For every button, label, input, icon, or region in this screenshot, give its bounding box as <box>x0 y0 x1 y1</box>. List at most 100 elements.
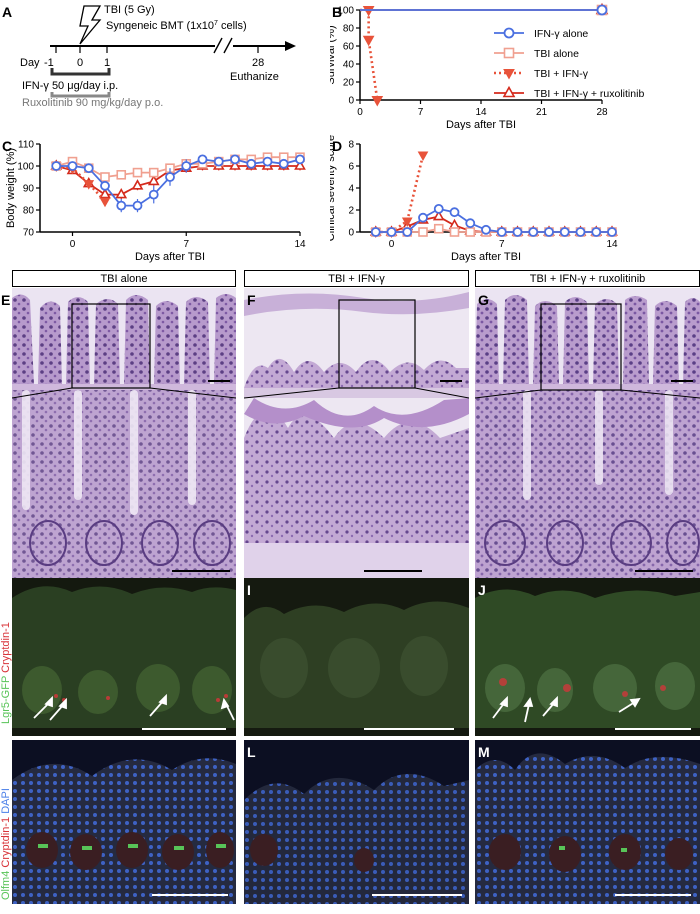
series-line <box>56 158 301 207</box>
y-tick-label: 110 <box>18 140 34 151</box>
histology-g <box>475 288 700 578</box>
day-1: 1 <box>104 57 110 69</box>
y-tick-label: 6 <box>348 162 354 173</box>
x-tick-label: 7 <box>418 107 424 118</box>
data-point <box>99 187 111 199</box>
header-tbi-ifn-rux: TBI + IFN-γ + ruxolitinib <box>475 270 700 287</box>
scalebar <box>615 894 691 896</box>
data-point <box>591 227 602 237</box>
data-point <box>262 156 273 167</box>
y-tick-label: 0 <box>348 96 354 107</box>
inset-box <box>540 303 622 391</box>
scalebar <box>142 728 226 730</box>
panel-label-l: L <box>247 744 256 760</box>
radiation-bolt-icon <box>79 5 102 45</box>
fluor-k <box>12 740 236 904</box>
series-ifn-alone <box>370 204 617 237</box>
panel-label-d: D <box>332 138 343 154</box>
x-tick-label: 21 <box>536 107 548 118</box>
data-point <box>596 4 608 16</box>
data-point <box>148 189 159 200</box>
series-tbi-ifn- <box>360 6 384 107</box>
data-point <box>51 161 62 171</box>
x-tick-label: 14 <box>294 239 306 250</box>
header-tbi-alone: TBI alone <box>12 270 236 287</box>
day-0: 0 <box>77 57 83 69</box>
day-prefix: Day <box>20 57 40 69</box>
data-point <box>132 167 143 178</box>
data-point <box>528 227 539 237</box>
data-point <box>100 180 110 191</box>
data-point <box>449 207 460 218</box>
data-point <box>116 169 127 180</box>
y-tick-label: 80 <box>343 24 355 35</box>
series-line <box>375 154 425 234</box>
data-point <box>417 151 429 162</box>
data-point <box>294 159 306 170</box>
fluor-j <box>475 578 700 736</box>
panel-label-f: F <box>247 292 256 308</box>
y-tick-label: 20 <box>343 78 355 89</box>
series-tbi-ifn-ruxolitinib <box>360 2 609 15</box>
data-point <box>67 161 78 171</box>
x-axis-label: Days after TBI <box>451 251 521 263</box>
x-tick-label: 0 <box>357 107 363 118</box>
series-ifn-alone <box>360 4 608 16</box>
inset-box <box>71 303 151 389</box>
x-axis-label: Days after TBI <box>135 251 205 263</box>
x-tick-label: 14 <box>606 239 618 250</box>
day-28: 28 <box>252 57 264 69</box>
data-point <box>418 212 428 223</box>
y-tick-label: 80 <box>23 206 35 217</box>
scalebar <box>615 728 691 730</box>
x-tick-label: 0 <box>389 239 395 250</box>
ifn-dosing-label: IFN-γ 50 μg/day i.p. <box>22 80 118 92</box>
data-point <box>418 227 428 237</box>
y-tick-label: 100 <box>337 6 354 17</box>
data-point <box>83 163 94 174</box>
legend-label: TBI + IFN-γ + ruxolitinib <box>534 88 644 100</box>
data-point <box>197 154 208 165</box>
data-point <box>147 174 160 186</box>
legend-marker <box>503 27 515 39</box>
series-line <box>375 207 612 233</box>
data-point <box>132 200 143 211</box>
scalebar <box>364 728 454 730</box>
panel-label-e: E <box>1 292 11 308</box>
y-axis-label: Body weight (%) <box>5 148 17 228</box>
stain-label-row1: Lgr5-GFP Cryptdin-1 <box>0 622 12 724</box>
scalebar <box>172 570 230 572</box>
y-tick-label: 90 <box>23 184 35 195</box>
legend-marker <box>502 85 516 98</box>
data-point <box>116 200 127 211</box>
y-tick-label: 70 <box>23 228 35 239</box>
ifn-dosing-bar <box>50 68 111 76</box>
y-axis-label: Clinical severity score <box>330 135 337 241</box>
data-point <box>362 6 375 17</box>
legend-label: TBI alone <box>534 48 579 60</box>
legend: IFN-γ alone TBI alone TBI + IFN-γ TBI + IFN… <box>494 27 644 100</box>
legend-item: TBI + IFN-γ + ruxolitinib <box>494 85 644 100</box>
legend-item: IFN-γ alone <box>494 27 588 40</box>
data-point <box>401 217 413 228</box>
legend-item: TBI + IFN-γ <box>494 68 589 80</box>
y-tick-label: 8 <box>348 140 354 151</box>
data-point <box>559 227 570 237</box>
data-point <box>512 227 523 237</box>
x-tick-label: 14 <box>475 107 487 118</box>
rux-dosing-bar <box>50 92 111 98</box>
scalebar <box>671 380 693 382</box>
y-tick-label: 4 <box>348 184 354 195</box>
panel-label-c: C <box>2 138 13 154</box>
data-point <box>229 159 241 170</box>
series-line <box>56 165 300 196</box>
panel-label-j: J <box>478 582 486 598</box>
data-point <box>575 227 586 237</box>
tbi-label: TBI (5 Gy) <box>104 4 155 16</box>
panel-label-b: B <box>332 4 343 20</box>
treatment-schematic: TBI (5 Gy) Syngeneic BMT (1x107 cells) D… <box>20 4 296 98</box>
panel-label-m: M <box>478 744 490 760</box>
scalebar <box>208 380 230 382</box>
data-point <box>362 35 375 47</box>
bmt-label: Syngeneic BMT (1x107 cells) <box>106 20 247 32</box>
